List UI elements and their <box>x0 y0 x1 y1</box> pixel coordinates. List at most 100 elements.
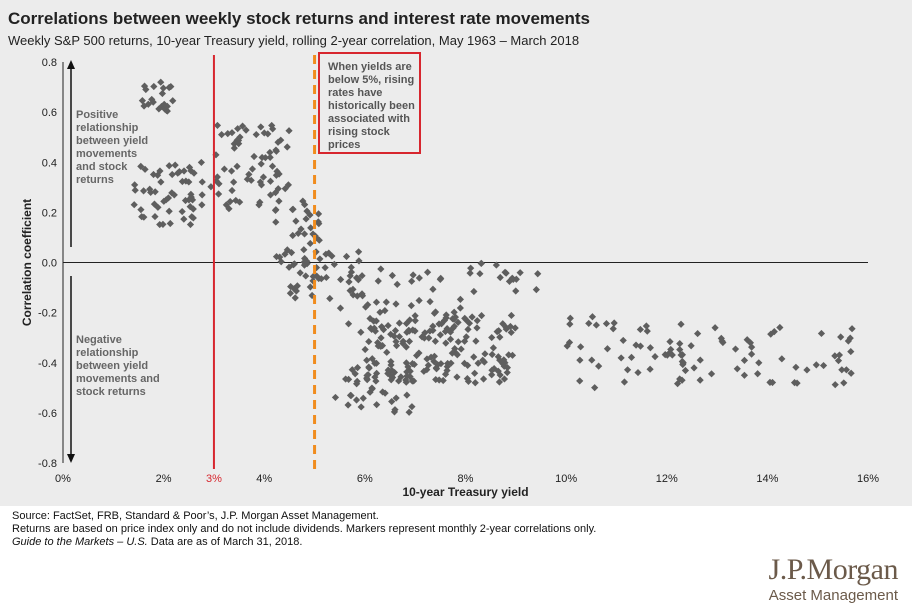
x-tick-label: 6% <box>357 473 373 485</box>
scatter-point <box>424 361 432 369</box>
y-tick-label: -0.6 <box>38 408 57 420</box>
scatter-point <box>835 351 844 359</box>
scatter-point <box>167 82 175 91</box>
scatter-point <box>155 105 163 113</box>
scatter-point <box>778 355 786 363</box>
scatter-point <box>646 365 654 373</box>
scatter-point <box>315 274 323 283</box>
scatter-point <box>274 185 282 193</box>
scatter-point <box>170 191 178 199</box>
scatter-point <box>256 198 264 206</box>
scatter-point <box>687 342 695 350</box>
positive-annotation: Positive relationship between yield movemen… <box>76 109 148 187</box>
scatter-point <box>366 314 374 323</box>
scatter-point <box>315 220 323 228</box>
x-tick-label: 8% <box>458 473 474 485</box>
scatter-point <box>284 181 292 189</box>
scatter-point <box>303 257 311 265</box>
scatter-point <box>330 260 338 268</box>
scatter-point <box>492 261 500 269</box>
scatter-point <box>496 371 504 379</box>
up-arrow-head <box>67 60 75 69</box>
scatter-point <box>373 401 381 409</box>
scatter-point <box>440 316 449 324</box>
positive-annotation-line: Positive <box>76 109 119 121</box>
scatter-point <box>370 324 378 332</box>
scatter-point <box>268 162 277 170</box>
scatter-point <box>442 311 450 319</box>
scatter-point <box>476 270 484 278</box>
scatter-point <box>770 328 778 336</box>
scatter-point <box>164 194 173 202</box>
scatter-point <box>837 333 845 341</box>
scatter-point <box>257 181 266 189</box>
scatter-point <box>532 286 540 294</box>
scatter-point <box>274 138 282 146</box>
scatter-point <box>285 127 293 135</box>
scatter-point <box>272 218 280 226</box>
scatter-point <box>448 349 456 357</box>
footer-note: Returns are based on price index only an… <box>12 523 597 535</box>
positive-annotation-line: returns <box>76 174 114 186</box>
scatter-point <box>473 317 481 325</box>
scatter-point <box>390 332 398 340</box>
x-tick-label: 14% <box>756 473 778 485</box>
y-tick-label: 0.8 <box>42 57 57 69</box>
scatter-point <box>450 315 458 323</box>
scatter-point <box>383 348 391 356</box>
scatter-point <box>261 154 270 162</box>
scatter-point <box>347 268 356 276</box>
scatter-point <box>447 359 455 367</box>
scatter-point <box>602 319 611 328</box>
scatter-point <box>377 265 385 273</box>
scatter-point <box>388 271 396 280</box>
scatter-point <box>250 152 258 161</box>
scatter-point <box>767 330 775 338</box>
scatter-point <box>269 125 277 133</box>
scatter-point <box>663 351 671 359</box>
scatter-point <box>565 338 574 347</box>
scatter-point <box>160 197 168 205</box>
scatter-point <box>220 165 228 173</box>
scatter-point <box>817 329 826 338</box>
scatter-point <box>372 359 381 367</box>
scatter-point <box>848 325 856 333</box>
scatter-point <box>679 360 687 369</box>
scatter-point <box>471 369 479 377</box>
scatter-point <box>588 356 596 364</box>
scatter-point <box>678 351 687 359</box>
scatter-point <box>673 380 682 388</box>
scatter-point <box>198 191 206 199</box>
scatter-point <box>432 365 441 373</box>
scatter-point <box>357 403 365 411</box>
scatter-point <box>406 373 414 381</box>
negative-annotation-line: movements and <box>76 373 160 385</box>
scatter-point <box>408 360 417 368</box>
scatter-point <box>429 285 437 293</box>
scatter-point <box>141 165 149 173</box>
scatter-point <box>372 377 380 385</box>
scatter-point <box>477 259 485 267</box>
scatter-point <box>236 198 244 206</box>
scatter-point <box>230 178 238 186</box>
scatter-point <box>803 366 811 374</box>
scatter-point <box>733 365 741 373</box>
scatter-point <box>740 356 749 365</box>
scatter-point <box>300 246 308 254</box>
scatter-point <box>296 269 304 277</box>
scatter-point <box>290 285 298 293</box>
scatter-point <box>651 353 659 361</box>
scatter-point <box>374 277 382 285</box>
scatter-point <box>146 185 154 193</box>
scatter-point <box>131 186 139 194</box>
scatter-point <box>299 197 307 205</box>
scatter-point <box>432 375 440 384</box>
scatter-point <box>353 380 361 388</box>
scatter-point <box>292 217 300 225</box>
scatter-point <box>426 298 434 306</box>
scatter-point <box>677 320 685 328</box>
footer-guide-italic: Guide to the Markets – U.S. <box>12 536 148 548</box>
scatter-point <box>442 339 450 347</box>
scatter-point <box>834 357 843 365</box>
scatter-point <box>272 147 280 155</box>
